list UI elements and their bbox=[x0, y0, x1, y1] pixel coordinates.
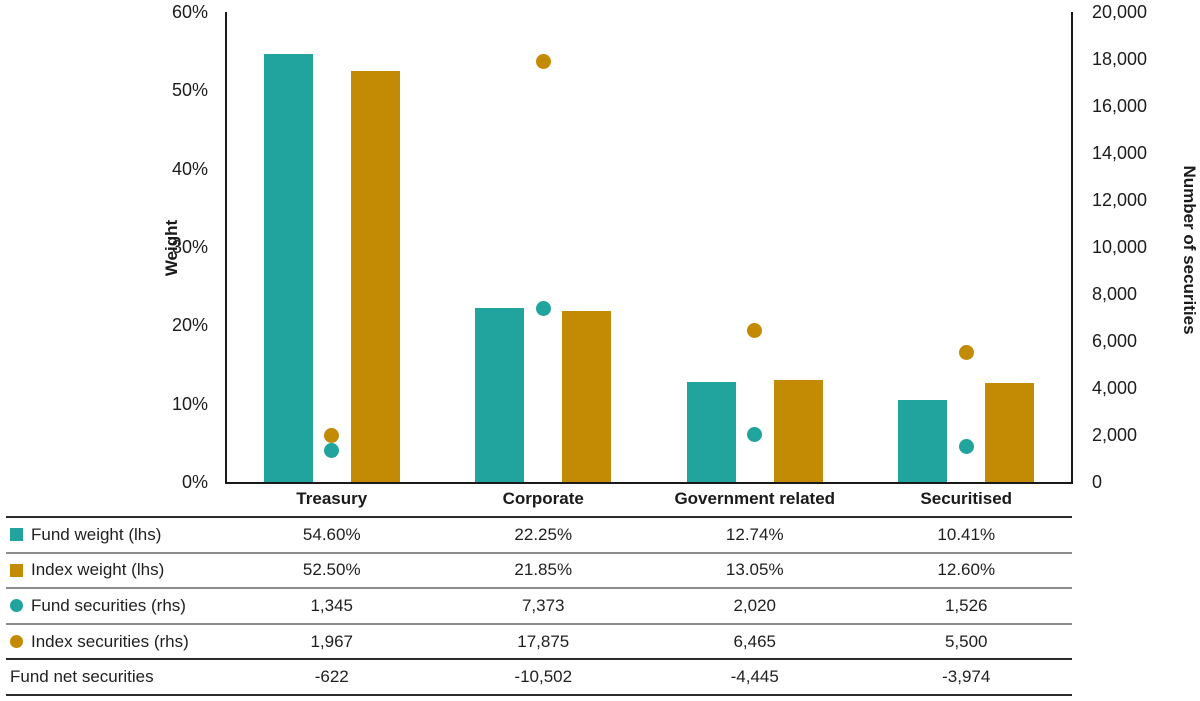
legend-circle-icon bbox=[10, 635, 23, 649]
table-cell-corporate: -10,502 bbox=[514, 667, 573, 687]
y-axis-tick-left: 50% bbox=[171, 80, 208, 101]
bar-index-weight-lhs-treasury bbox=[350, 70, 400, 482]
table-cell-securitised: 10.41% bbox=[937, 524, 996, 544]
x-axis-label-securitised: Securitised bbox=[920, 489, 1013, 508]
dot-fund-securities-rhs-treasury bbox=[324, 442, 340, 458]
dot-fund-securities-rhs-corporate bbox=[535, 301, 551, 317]
row-label: Fund net securities bbox=[6, 667, 226, 687]
left-y-axis-line bbox=[225, 12, 227, 484]
row-label-text: Fund securities (rhs) bbox=[31, 595, 186, 615]
table-cell-corporate: 7,373 bbox=[521, 595, 565, 615]
x-axis-label-treasury: Treasury bbox=[296, 489, 368, 508]
bar-fund-weight-lhs-corporate bbox=[475, 307, 525, 482]
table-cell-securitised: 12.60% bbox=[937, 560, 996, 580]
table-cell-securitised: 5,500 bbox=[944, 631, 988, 651]
table-cell-corporate: 17,875 bbox=[517, 631, 570, 651]
y-axis-tick-left: 0% bbox=[181, 472, 208, 492]
y-axis-tick-left: 60% bbox=[171, 2, 208, 22]
bar-index-weight-lhs-securitised bbox=[985, 383, 1035, 482]
dot-index-securities-rhs-government-related bbox=[747, 322, 763, 338]
table-cell-securitised: -3,974 bbox=[942, 667, 991, 687]
legend-square-icon bbox=[10, 563, 23, 577]
y-axis-tick-right: 2,000 bbox=[1092, 425, 1138, 445]
y-axis-tick-left: 40% bbox=[171, 158, 208, 179]
x-axis-label-corporate: Corporate bbox=[502, 489, 584, 508]
table-cell-government-related: 13.05% bbox=[725, 560, 784, 580]
table-cell-government-related: 2,020 bbox=[733, 595, 777, 615]
dot-index-securities-rhs-treasury bbox=[324, 428, 340, 444]
x-axis-line bbox=[225, 482, 1073, 484]
y-axis-tick-right: 6,000 bbox=[1092, 331, 1138, 351]
bar-fund-weight-lhs-securitised bbox=[898, 400, 948, 482]
dot-index-securities-rhs-securitised bbox=[958, 345, 974, 361]
row-label: Index weight (lhs) bbox=[6, 560, 226, 580]
row-label: Fund weight (lhs) bbox=[6, 525, 226, 545]
bar-index-weight-lhs-government-related bbox=[773, 379, 823, 482]
dot-fund-securities-rhs-securitised bbox=[958, 438, 974, 454]
row-label-text: Index securities (rhs) bbox=[31, 631, 189, 651]
row-label: Fund securities (rhs) bbox=[6, 596, 226, 616]
y-axis-tick-right: 18,000 bbox=[1092, 49, 1148, 69]
table-cell-treasury: 1,967 bbox=[310, 631, 354, 651]
table-cell-corporate: 21.85% bbox=[514, 560, 573, 580]
table-cell-treasury: -622 bbox=[314, 667, 349, 687]
table-row-fund-securities-rhs: Fund securities (rhs) 1,345 7,373 2,020 1,52… bbox=[6, 587, 1072, 623]
y-axis-tick-left: 10% bbox=[171, 393, 208, 414]
table-row-fund-weight-lhs: Fund weight (lhs) 54.60% 22.25% 12.74% 10.41… bbox=[6, 516, 1072, 552]
bar-index-weight-lhs-corporate bbox=[562, 310, 612, 482]
y-axis-tick-left: 30% bbox=[171, 237, 208, 257]
table-cell-treasury: 52.50% bbox=[302, 560, 361, 580]
dot-index-securities-rhs-corporate bbox=[535, 54, 551, 70]
table-row-index-weight-lhs: Index weight (lhs) 52.50% 21.85% 13.05% 12.6… bbox=[6, 551, 1072, 588]
table-cell-securitised: 1,526 bbox=[944, 595, 988, 615]
dot-fund-securities-rhs-government-related bbox=[747, 427, 763, 443]
table-cell-treasury: 1,345 bbox=[310, 595, 354, 615]
table-cell-corporate: 22.25% bbox=[514, 524, 573, 544]
table-cell-government-related: 6,465 bbox=[733, 631, 777, 651]
y-axis-tick-right: 16,000 bbox=[1092, 96, 1148, 116]
right-axis-title: Number of securities bbox=[1180, 165, 1199, 335]
chart-data-table: Fund weight (lhs) 54.60% 22.25% 12.74% 10.41… bbox=[6, 516, 1072, 696]
table-row-fund-net-securities: Fund net securities -622 -10,502 -4,445 -3,9… bbox=[6, 658, 1072, 694]
row-label-text: Fund net securities bbox=[10, 667, 154, 687]
right-y-axis-line bbox=[1071, 12, 1073, 484]
legend-square-icon bbox=[10, 528, 23, 542]
y-axis-tick-right: 12,000 bbox=[1092, 190, 1148, 210]
table-cell-government-related: -4,445 bbox=[730, 667, 779, 687]
y-axis-tick-left: 20% bbox=[171, 315, 208, 336]
row-label-text: Fund weight (lhs) bbox=[31, 524, 162, 544]
y-axis-tick-right: 10,000 bbox=[1092, 237, 1148, 257]
y-axis-tick-right: 8,000 bbox=[1092, 284, 1138, 304]
row-label: Index securities (rhs) bbox=[6, 632, 226, 652]
x-axis-label-government-related: Government related bbox=[674, 489, 836, 508]
y-axis-tick-right: 4,000 bbox=[1092, 378, 1138, 398]
bar-fund-weight-lhs-government-related bbox=[686, 382, 736, 482]
bar-fund-weight-lhs-treasury bbox=[263, 54, 313, 482]
y-axis-tick-right: 0 bbox=[1092, 472, 1103, 492]
y-axis-tick-right: 20,000 bbox=[1092, 2, 1148, 22]
table-cell-treasury: 54.60% bbox=[302, 524, 361, 544]
legend-circle-icon bbox=[10, 599, 23, 613]
table-row-index-securities-rhs: Index securities (rhs) 1,967 17,875 6,465 5,… bbox=[6, 622, 1072, 659]
table-cell-government-related: 12.74% bbox=[725, 524, 784, 544]
y-axis-tick-right: 14,000 bbox=[1092, 143, 1148, 163]
row-label-text: Index weight (lhs) bbox=[31, 560, 165, 580]
